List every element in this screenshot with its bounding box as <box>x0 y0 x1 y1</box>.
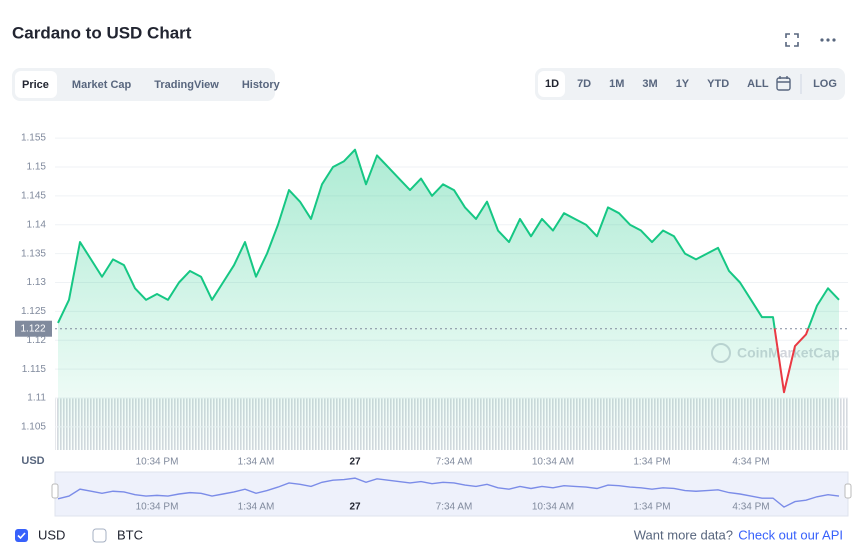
x-tick-label: 7:34 AM <box>436 457 473 468</box>
price-area <box>58 149 839 451</box>
range-button[interactable]: 3M <box>642 78 657 90</box>
fullscreen-icon[interactable] <box>785 33 799 47</box>
navigator-tick-label: 1:34 AM <box>238 502 275 513</box>
tab[interactable]: Price <box>22 79 49 91</box>
y-tick-label: 1.14 <box>27 219 47 230</box>
navigator-line <box>57 477 840 508</box>
range-button[interactable]: 1M <box>609 78 624 90</box>
navigator-handle[interactable] <box>844 483 852 499</box>
check-mark <box>17 532 26 540</box>
navigator-tick-label: 1:34 PM <box>633 502 670 513</box>
range-active <box>538 71 565 97</box>
api-link[interactable]: Check out our API <box>738 527 843 542</box>
y-tick-label: 1.105 <box>21 422 46 433</box>
calendar-icon[interactable] <box>776 76 791 91</box>
x-tick-label: 27 <box>349 457 361 468</box>
navigator-tick-label: 10:34 AM <box>532 502 574 513</box>
range-button[interactable]: ALL <box>747 78 769 90</box>
more-icon[interactable] <box>820 38 836 42</box>
x-tick-label: 10:34 PM <box>136 457 179 468</box>
y-tick-label: 1.13 <box>27 277 47 288</box>
navigator-tick-label: 4:34 PM <box>732 502 769 513</box>
legend-label: USD <box>38 527 65 542</box>
range-button[interactable]: 1D <box>545 78 559 90</box>
price-line <box>57 148 840 394</box>
range-group <box>535 68 845 100</box>
tab[interactable]: TradingView <box>154 79 219 91</box>
range-button[interactable]: YTD <box>707 78 729 90</box>
legend-label: BTC <box>117 527 143 542</box>
y-tick-label: 1.12 <box>27 335 47 346</box>
x-tick-label: 1:34 PM <box>633 457 670 468</box>
title: Cardano to USD Chart <box>12 23 192 42</box>
reference-label-box <box>15 320 52 337</box>
tab[interactable]: History <box>242 79 281 91</box>
navigator-tick-label: 7:34 AM <box>436 502 473 513</box>
y-tick-label: 1.15 <box>27 162 47 173</box>
navigator-handle[interactable] <box>51 483 59 499</box>
x-tick-label: 10:34 AM <box>532 457 574 468</box>
tab-active <box>15 71 57 98</box>
y-tick-label: 1.115 <box>22 364 47 375</box>
reference-label: 1.122 <box>20 323 45 334</box>
y-tick-label: 1.125 <box>21 306 46 317</box>
y-tick-label: 1.145 <box>21 191 46 202</box>
tab[interactable]: Market Cap <box>72 79 132 91</box>
y-axis-label: USD <box>21 455 44 467</box>
log-button[interactable]: LOG <box>813 78 837 90</box>
range-button[interactable]: 1Y <box>676 78 690 90</box>
x-tick-label: 1:34 AM <box>238 457 275 468</box>
checkbox[interactable] <box>92 528 107 543</box>
tab-group <box>12 68 275 101</box>
footer-text: Want more data? <box>634 527 733 542</box>
range-button[interactable]: 7D <box>577 78 591 90</box>
y-tick-label: 1.135 <box>21 248 46 259</box>
y-tick-label: 1.155 <box>21 133 46 144</box>
x-tick-label: 4:34 PM <box>732 457 769 468</box>
checkbox-checked[interactable] <box>15 529 28 542</box>
navigator-tick-label: 10:34 PM <box>136 502 179 513</box>
navigator-tick-label: 27 <box>349 502 361 513</box>
y-tick-label: 1.11 <box>27 393 46 404</box>
